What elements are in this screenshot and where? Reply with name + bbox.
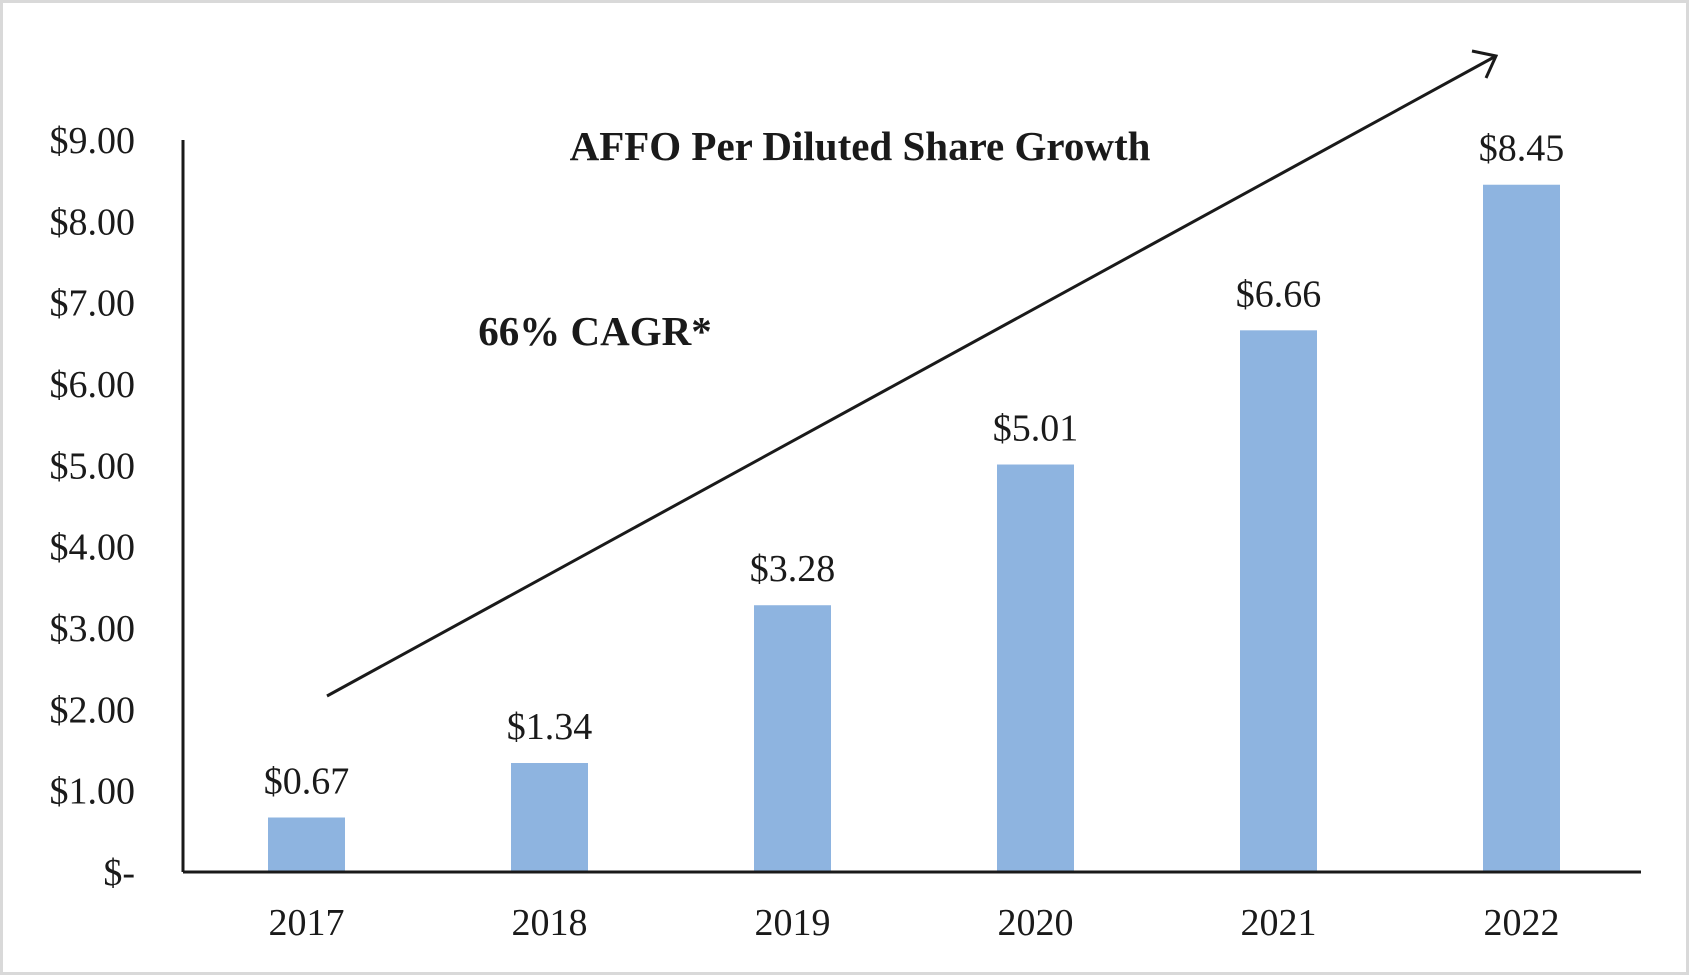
trend-arrow-head bbox=[1471, 49, 1499, 79]
bar-2017 bbox=[268, 817, 345, 872]
y-tick-label-4: $4.00 bbox=[50, 527, 136, 569]
x-tick-label-2019: 2019 bbox=[755, 902, 831, 944]
data-labels-group: $0.67 $1.34 $3.28 $5.01 $6.66 $8.45 bbox=[264, 128, 1565, 803]
y-tick-label-3: $3.00 bbox=[50, 608, 136, 650]
y-tick-label-6: $6.00 bbox=[50, 364, 136, 406]
chart-title: AFFO Per Diluted Share Growth bbox=[570, 123, 1151, 169]
data-label-2021: $6.66 bbox=[1236, 273, 1322, 315]
y-tick-label-1: $1.00 bbox=[50, 771, 136, 813]
x-tick-label-2017: 2017 bbox=[269, 902, 345, 944]
bars-group bbox=[268, 184, 1560, 872]
data-label-2018: $1.34 bbox=[507, 706, 593, 748]
y-tick-label-5: $5.00 bbox=[50, 445, 136, 487]
data-label-2022: $8.45 bbox=[1479, 128, 1565, 170]
trend-arrow-line bbox=[326, 54, 1497, 698]
data-label-2019: $3.28 bbox=[750, 548, 836, 590]
bar-2020 bbox=[997, 464, 1074, 872]
x-tick-label-2022: 2022 bbox=[1484, 902, 1560, 944]
y-tick-label-7: $7.00 bbox=[50, 283, 136, 325]
cagr-annotation: 66% CAGR* bbox=[478, 308, 711, 354]
x-axis-ticks-group: 2017 2018 2019 2020 2021 2022 bbox=[269, 902, 1560, 944]
bar-2021 bbox=[1240, 330, 1317, 872]
y-tick-label-2: $2.00 bbox=[50, 689, 136, 731]
y-tick-label-9: $9.00 bbox=[50, 120, 136, 162]
x-tick-label-2018: 2018 bbox=[512, 902, 588, 944]
x-tick-label-2021: 2021 bbox=[1241, 902, 1317, 944]
data-label-2017: $0.67 bbox=[264, 761, 350, 803]
bar-2022 bbox=[1483, 184, 1560, 872]
bar-2019 bbox=[754, 605, 831, 872]
y-axis-ticks-group: $- $1.00 $2.00 $3.00 $4.00 $5.00 $6.00 $7.00 $8.… bbox=[50, 120, 136, 894]
y-tick-label-8: $8.00 bbox=[50, 201, 136, 243]
data-label-2020: $5.01 bbox=[993, 408, 1079, 450]
bar-2018 bbox=[511, 763, 588, 872]
y-tick-label-0: $- bbox=[103, 852, 135, 894]
x-tick-label-2020: 2020 bbox=[998, 902, 1074, 944]
